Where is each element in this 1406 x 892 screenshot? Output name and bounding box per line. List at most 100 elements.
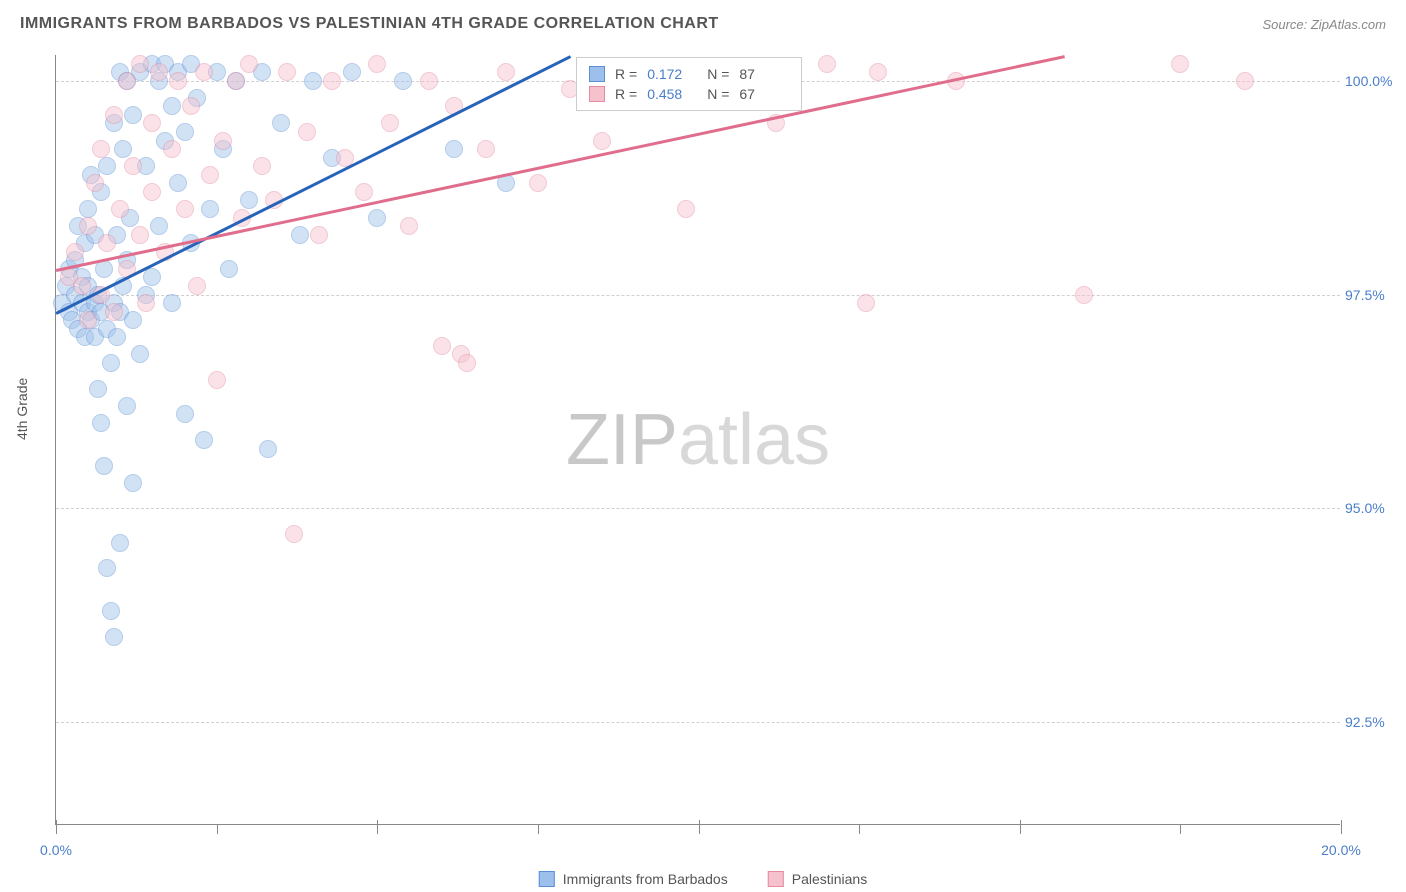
chart-legend: Immigrants from Barbados Palestinians [539, 871, 867, 887]
x-tick [699, 820, 700, 834]
x-tick [1341, 820, 1342, 834]
data-point [368, 209, 386, 227]
x-tick [859, 824, 860, 834]
data-point [124, 474, 142, 492]
data-point [102, 354, 120, 372]
data-point [79, 217, 97, 235]
data-point [98, 559, 116, 577]
data-point [111, 534, 129, 552]
data-point [182, 97, 200, 115]
data-point [137, 294, 155, 312]
data-point [343, 63, 361, 81]
r-label: R = [615, 66, 637, 82]
x-tick [1020, 820, 1021, 834]
n-value: 87 [739, 66, 789, 82]
data-point [143, 183, 161, 201]
data-point [445, 140, 463, 158]
y-tick-label: 95.0% [1345, 500, 1400, 516]
gridline [56, 508, 1340, 509]
data-point [111, 200, 129, 218]
stats-row: R = 0.172 N = 87 [589, 64, 789, 84]
source-value: ZipAtlas.com [1311, 17, 1386, 32]
data-point [304, 72, 322, 90]
data-point [201, 166, 219, 184]
x-tick [1180, 824, 1181, 834]
y-tick-label: 100.0% [1345, 73, 1400, 89]
r-label: R = [615, 86, 637, 102]
data-point [291, 226, 309, 244]
source-attribution: Source: ZipAtlas.com [1262, 17, 1386, 32]
watermark: ZIPatlas [566, 399, 830, 481]
data-point [259, 440, 277, 458]
r-value: 0.458 [647, 86, 697, 102]
data-point [214, 132, 232, 150]
data-point [131, 55, 149, 73]
data-point [105, 303, 123, 321]
data-point [143, 114, 161, 132]
data-point [163, 97, 181, 115]
data-point [298, 123, 316, 141]
data-point [458, 354, 476, 372]
data-point [677, 200, 695, 218]
data-point [285, 525, 303, 543]
r-value: 0.172 [647, 66, 697, 82]
data-point [89, 380, 107, 398]
data-point [102, 602, 120, 620]
scatter-plot-area: ZIPatlas 92.5%95.0%97.5%100.0%0.0%20.0%R… [55, 55, 1340, 825]
data-point [529, 174, 547, 192]
y-tick-label: 92.5% [1345, 714, 1400, 730]
data-point [593, 132, 611, 150]
data-point [857, 294, 875, 312]
series-name: Immigrants from Barbados [563, 871, 728, 887]
data-point [188, 277, 206, 295]
data-point [86, 174, 104, 192]
data-point [323, 72, 341, 90]
data-point [818, 55, 836, 73]
data-point [394, 72, 412, 90]
data-point [1236, 72, 1254, 90]
source-label: Source: [1262, 17, 1310, 32]
n-label: N = [707, 66, 729, 82]
series-name: Palestinians [792, 871, 868, 887]
trend-line [55, 55, 570, 314]
data-point [227, 72, 245, 90]
data-point [131, 345, 149, 363]
data-point [163, 294, 181, 312]
data-point [108, 328, 126, 346]
data-point [368, 55, 386, 73]
data-point [400, 217, 418, 235]
x-tick [56, 820, 57, 834]
data-point [420, 72, 438, 90]
data-point [73, 277, 91, 295]
gridline [56, 295, 1340, 296]
data-point [92, 414, 110, 432]
series-swatch [589, 86, 605, 102]
data-point [278, 63, 296, 81]
chart-header: IMMIGRANTS FROM BARBADOS VS PALESTINIAN … [20, 15, 1386, 33]
x-tick-label: 0.0% [40, 842, 72, 858]
data-point [124, 106, 142, 124]
data-point [1075, 286, 1093, 304]
data-point [98, 157, 116, 175]
data-point [98, 234, 116, 252]
data-point [118, 72, 136, 90]
data-point [497, 63, 515, 81]
data-point [381, 114, 399, 132]
data-point [124, 311, 142, 329]
data-point [272, 114, 290, 132]
x-tick [538, 824, 539, 834]
correlation-stats-box: R =0.172N =87R =0.458N =67 [576, 57, 802, 111]
data-point [150, 217, 168, 235]
x-tick-label: 20.0% [1321, 842, 1361, 858]
data-point [92, 140, 110, 158]
data-point [208, 371, 226, 389]
data-point [118, 397, 136, 415]
data-point [869, 63, 887, 81]
data-point [477, 140, 495, 158]
x-tick [377, 820, 378, 834]
n-label: N = [707, 86, 729, 102]
data-point [195, 431, 213, 449]
data-point [79, 311, 97, 329]
data-point [150, 63, 168, 81]
series-swatch [589, 66, 605, 82]
